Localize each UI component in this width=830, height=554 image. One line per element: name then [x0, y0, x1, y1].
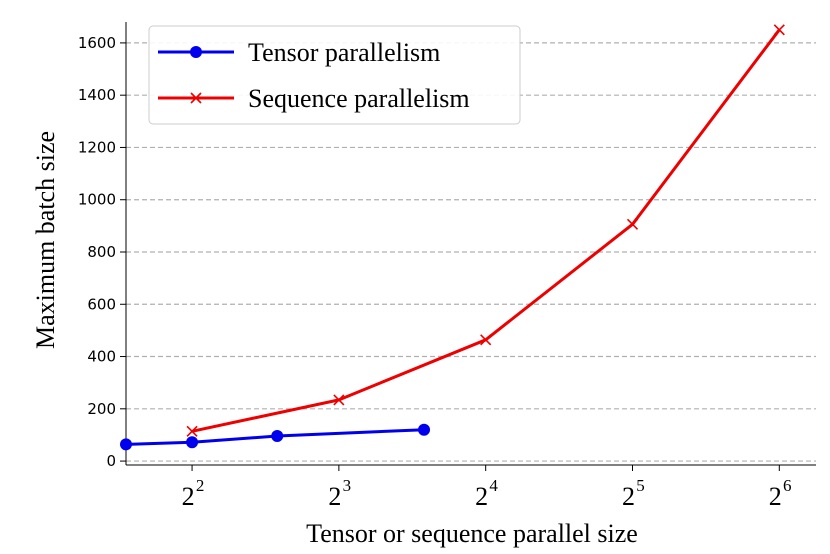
- y-tick-label: 800: [87, 243, 116, 261]
- data-point: [186, 436, 199, 449]
- y-tick-label: 200: [87, 400, 116, 418]
- x-tick-label-base: 2: [328, 482, 341, 511]
- x-tick-label-exponent: 4: [489, 476, 498, 495]
- y-axis-ticks: 0 200 400 600 800 1000 1200 1400 1600: [78, 34, 126, 470]
- x-tick-label-base: 2: [182, 482, 195, 511]
- y-tick-label: 1600: [78, 34, 116, 52]
- legend-item: Sequence parallelism: [158, 84, 470, 113]
- legend: Tensor parallelism Sequence parallelism: [148, 25, 521, 125]
- legend-marker: [190, 46, 202, 58]
- x-tick-label-base: 2: [475, 482, 488, 511]
- data-point: [626, 218, 639, 230]
- y-tick-label: 0: [106, 452, 116, 470]
- data-point: [333, 394, 345, 406]
- data-point: [186, 425, 198, 437]
- legend-box: [148, 25, 521, 125]
- axes: [125, 22, 816, 466]
- y-tick-label: 1000: [78, 191, 116, 209]
- legend-label: Sequence parallelism: [248, 84, 470, 113]
- x-tick-label-exponent: 5: [636, 476, 645, 495]
- data-point: [271, 429, 284, 442]
- x-tick-label-exponent: 3: [343, 476, 352, 495]
- series-line: [125, 428, 425, 446]
- series-tensor-parallelism: [120, 423, 431, 451]
- y-tick-label: 1400: [78, 86, 116, 104]
- data-point: [773, 24, 785, 36]
- series-sequence-parallelism: [186, 24, 785, 437]
- legend-label: Tensor parallelism: [248, 38, 440, 67]
- x-tick-label-exponent: 2: [196, 476, 205, 495]
- series-layer: [120, 24, 785, 451]
- x-tick-label-base: 2: [769, 482, 782, 511]
- legend-item: Tensor parallelism: [158, 38, 440, 67]
- data-point: [120, 438, 132, 451]
- y-tick-label: 600: [87, 295, 116, 313]
- data-point: [418, 423, 431, 436]
- y-axis-label: Maximum batch size: [31, 131, 60, 349]
- y-tick-label: 400: [87, 348, 116, 366]
- y-tick-label: 1200: [78, 138, 116, 156]
- x-axis-label: Tensor or sequence parallel size: [306, 519, 638, 548]
- data-point: [480, 334, 492, 346]
- x-tick-label-base: 2: [622, 482, 635, 511]
- x-tick-label-exponent: 6: [783, 476, 792, 495]
- legend-marker: [190, 92, 202, 104]
